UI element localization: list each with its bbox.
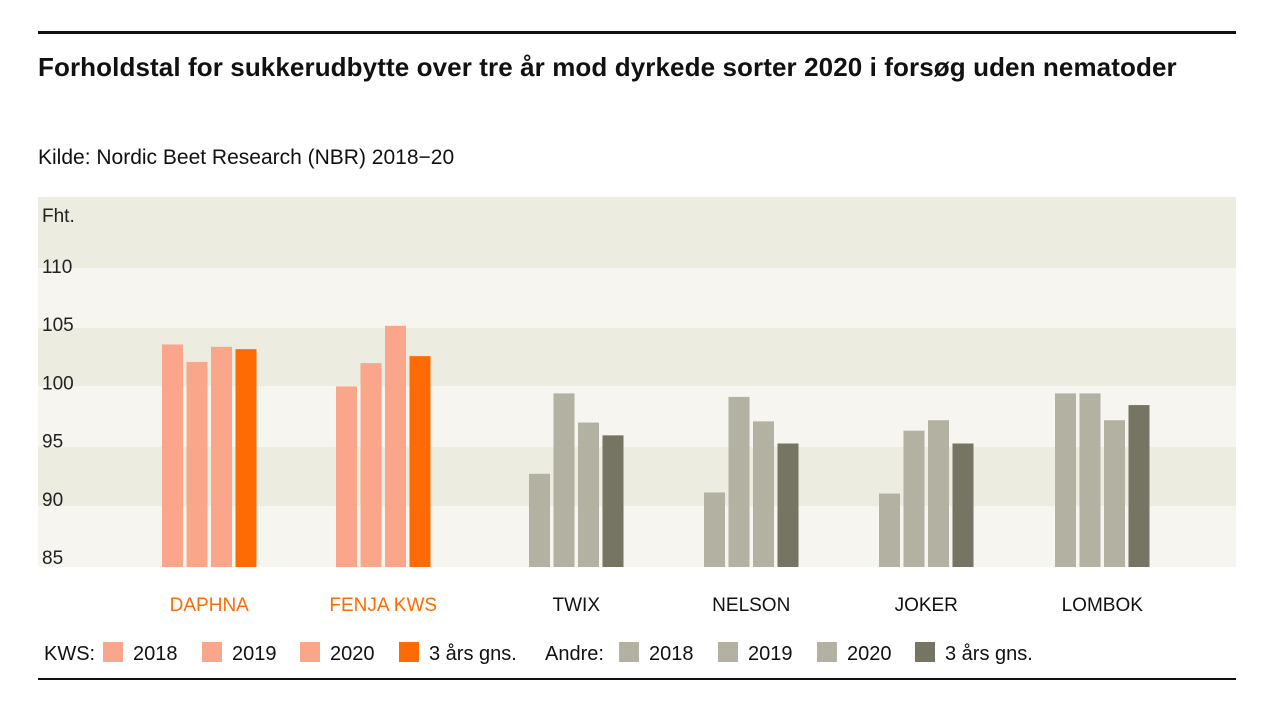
top-rule	[38, 31, 1236, 34]
legend-other-swatch	[718, 642, 738, 662]
bar-nelson-2018	[704, 492, 725, 567]
legend: KWS: 2018 2019 2020 3 års gns. Andre: 2018 2019…	[44, 642, 1033, 665]
bar-nelson-2019	[728, 396, 750, 567]
y-tick-label: 100	[42, 373, 74, 394]
bar-twix-2020	[578, 422, 599, 567]
bar-lombok-2020	[1104, 420, 1125, 567]
chart-subtitle: Kilde: Nordic Beet Research (NBR) 2018−2…	[38, 146, 455, 169]
background-band	[38, 197, 1236, 268]
legend-other-swatch	[619, 642, 639, 662]
y-axis-label: Fht.	[42, 206, 75, 227]
bar-daphna-2019	[186, 361, 208, 567]
category-label: LOMBOK	[1062, 595, 1144, 616]
background-band	[38, 268, 1236, 328]
legend-kws-item-label: 3 års gns.	[429, 643, 517, 665]
bar-nelson-2020	[753, 421, 774, 567]
bar-daphna-2020	[211, 346, 232, 567]
legend-other-item-label: 2018	[649, 643, 694, 665]
legend-kws-swatch	[103, 642, 123, 662]
y-axis-ticks: 85 90 95 100 105 110	[42, 257, 74, 569]
bar-joker-2020	[928, 420, 949, 567]
bar-fenja-kws-2020	[385, 325, 406, 567]
legend-other-item-label: 2020	[847, 643, 892, 665]
bar-joker-2019	[903, 430, 925, 567]
chart-title: Forholdstal for sukkerudbytte over tre å…	[38, 52, 1177, 82]
legend-other-label: Andre:	[545, 643, 604, 665]
category-labels: DAPHNA FENJA KWS TWIX NELSON JOKER LOMBOK	[170, 595, 1144, 616]
legend-kws-swatch	[202, 642, 222, 662]
legend-other-item-label: 3 års gns.	[945, 643, 1033, 665]
legend-kws-item-label: 2018	[133, 643, 178, 665]
bar-lombok-3rsgns	[1128, 405, 1150, 567]
bar-fenja-kws-2018	[336, 386, 357, 567]
legend-kws-item-label: 2020	[330, 643, 375, 665]
bar-twix-3rsgns	[602, 435, 624, 567]
category-label: FENJA KWS	[329, 595, 437, 616]
legend-kws-label: KWS:	[44, 643, 95, 665]
bars	[162, 325, 1150, 567]
y-tick-label: 95	[42, 432, 63, 453]
category-label: NELSON	[712, 595, 790, 616]
category-label: TWIX	[553, 595, 601, 616]
y-tick-label: 90	[42, 490, 63, 511]
bar-twix-2019	[553, 393, 575, 567]
bar-lombok-2018	[1055, 393, 1076, 567]
legend-kws-swatch	[399, 642, 419, 662]
bar-nelson-3rsgns	[777, 443, 799, 567]
category-label: JOKER	[895, 595, 958, 616]
bar-joker-2018	[879, 493, 900, 567]
legend-other-item-label: 2019	[748, 643, 793, 665]
y-tick-label: 110	[42, 257, 72, 278]
bar-fenja-kws-3rsgns	[409, 356, 431, 567]
legend-other-swatch	[915, 642, 935, 662]
y-tick-label: 85	[42, 548, 63, 569]
bottom-rule	[38, 678, 1236, 680]
category-label: DAPHNA	[170, 595, 250, 616]
y-tick-label: 105	[42, 315, 74, 336]
bar-daphna-2018	[162, 344, 183, 567]
bar-lombok-2019	[1079, 393, 1101, 567]
bar-joker-3rsgns	[952, 443, 974, 567]
legend-kws-swatch	[300, 642, 320, 662]
legend-other-swatch	[817, 642, 837, 662]
legend-kws-item-label: 2019	[232, 643, 277, 665]
bar-fenja-kws-2019	[360, 363, 382, 567]
bar-twix-2018	[529, 473, 550, 567]
bar-daphna-3rsgns	[235, 349, 257, 567]
